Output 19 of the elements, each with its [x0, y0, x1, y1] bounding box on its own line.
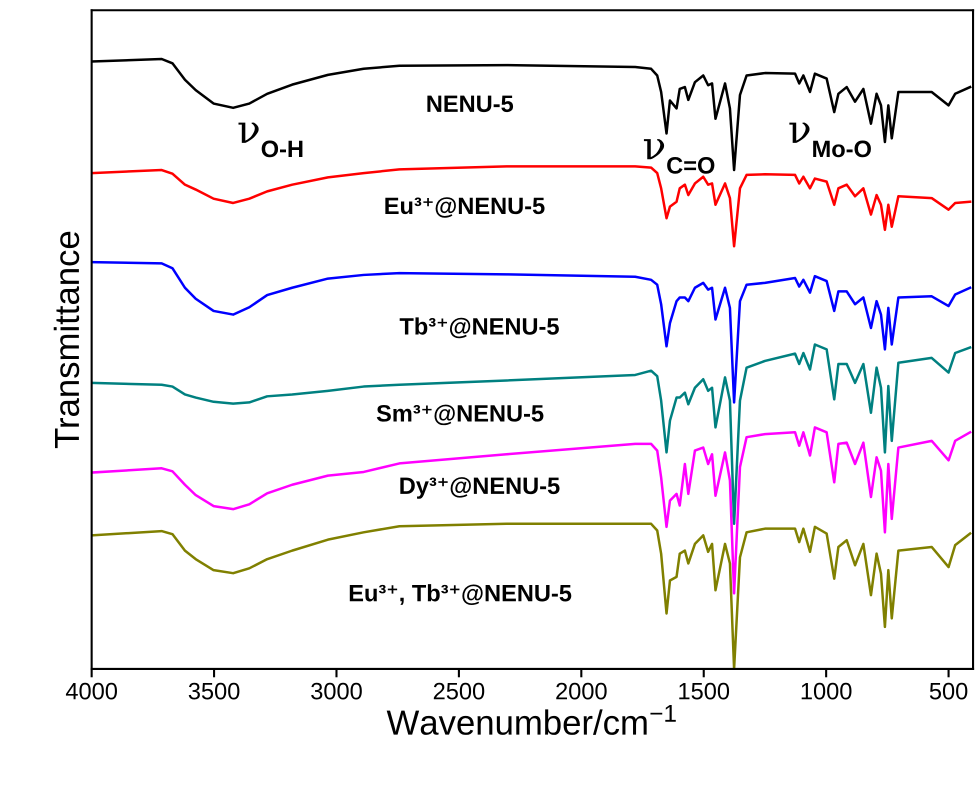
annotation: νO-H: [238, 122, 302, 158]
x-tick-label: 500: [930, 682, 968, 700]
annotation: νMo-O: [789, 122, 871, 158]
text: Eu³⁺, Tb³⁺@NENU-5: [350, 584, 572, 606]
series-label: Tb³⁺@NENU-5: [400, 317, 559, 338]
x-tick-label: 3500: [188, 682, 240, 700]
series-label: Eu³⁺@NENU-5: [385, 197, 545, 218]
series-label: NENU-5: [427, 96, 514, 112]
x-axis-title: Wavenumber/cm$^{−1}$: [386, 705, 676, 735]
series-label: Sm³⁺@NENU-5: [376, 404, 544, 426]
x-tick-label: 1000: [802, 682, 852, 700]
annotation: νC=O: [644, 139, 714, 174]
x-tick-label: 2500: [434, 682, 484, 700]
x-tick-label: 1500: [679, 682, 730, 700]
x-tick-label: 3000: [311, 682, 362, 700]
x-tick-label: 4000: [66, 682, 117, 700]
x-tick-label: 2000: [556, 682, 607, 700]
series-label: Dy³⁺@NENU-5: [400, 477, 560, 499]
y-axis-title: Transmittance: [54, 232, 80, 448]
